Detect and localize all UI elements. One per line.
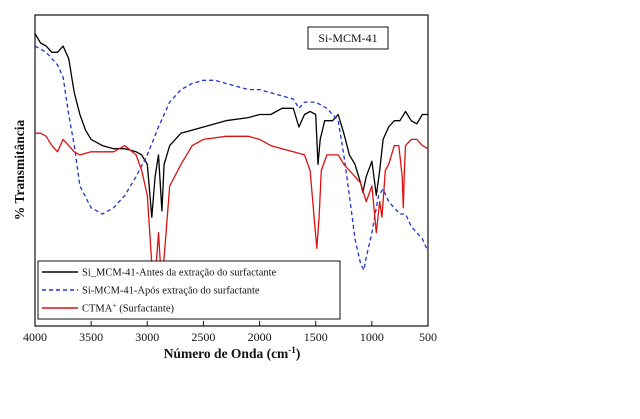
- series-line-0: [34, 33, 428, 218]
- x-tick-label: 2500: [191, 330, 215, 344]
- x-tick-label: 3000: [135, 330, 159, 344]
- legend: Si_MCM-41-Antes da extração do surfactan…: [37, 260, 341, 320]
- x-axis-ticks: 4000 3500 3000 2500 2000 1500 1000 500: [23, 321, 437, 344]
- x-tick-label: 4000: [23, 330, 47, 344]
- legend-box: [37, 260, 341, 320]
- plot-frame: [34, 14, 429, 327]
- inset-label-box: Si-MCM-41: [307, 26, 389, 50]
- legend-entry-0: Si_MCM-41-Antes da extração do surfactan…: [82, 268, 277, 279]
- x-tick-label: 500: [419, 330, 437, 344]
- y-axis-label: % Transmitância: [12, 120, 27, 221]
- x-axis-label: Número de Onda (cm-1): [164, 345, 301, 361]
- x-tick-label: 2000: [248, 330, 272, 344]
- series-line-2: [35, 132, 429, 290]
- series-layer: [34, 33, 429, 290]
- legend-entry-2: CTMA+ (Surfactante): [82, 301, 175, 315]
- inset-label: Si-MCM-41: [318, 31, 377, 45]
- legend-entry-1: Si-MCM-41-Após extração do surfactante: [82, 286, 260, 297]
- x-tick-label: 1000: [360, 330, 384, 344]
- x-tick-label: 3500: [79, 330, 103, 344]
- series-line-1: [34, 45, 429, 271]
- x-tick-label: 1500: [304, 330, 328, 344]
